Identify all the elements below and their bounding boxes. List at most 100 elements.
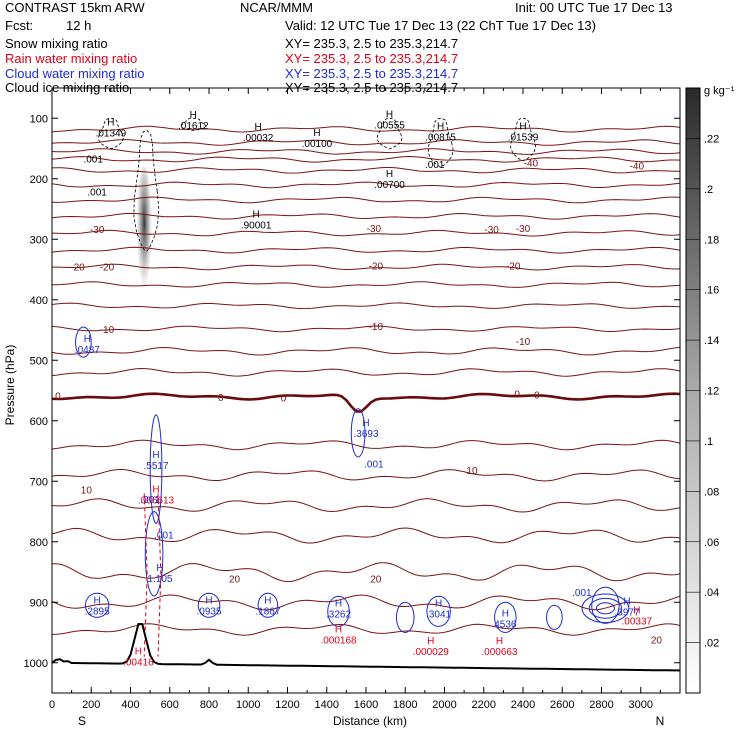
extremum-marker: H — [254, 122, 261, 133]
cloud-water-contour — [350, 408, 366, 458]
terrain — [52, 622, 680, 672]
x-axis: 0 200 400 600 800 1000 1200 1400 1600 1800 2000 220… — [49, 88, 661, 711]
contour-labels: -30 -30 -30 -30 -40 -40 -20 -20 -20 -20 -10 -10 -10 0… — [55, 109, 662, 668]
isotherm — [52, 148, 680, 155]
extremum-marker: H — [427, 636, 434, 647]
extremum-marker: H — [205, 595, 212, 606]
cloud-ice-contour — [180, 117, 207, 131]
colorbar-unit: g kg⁻¹ — [704, 85, 735, 97]
contour-label: .001 — [154, 531, 174, 542]
isotherm — [52, 302, 680, 310]
cloud-ice-contours — [98, 117, 537, 252]
cloud-water-contour — [84, 592, 110, 618]
temperature-contours — [52, 125, 680, 636]
south-label: S — [78, 714, 86, 728]
cloud-water-contour — [75, 326, 92, 358]
extremum-marker: H — [437, 122, 444, 133]
x-tick-label: 200 — [82, 699, 100, 711]
valid-time: Valid: 12 UTC Tue 17 Dec 13 (22 ChT Tue … — [285, 18, 596, 33]
extremum-marker: H — [362, 418, 369, 429]
rain-water-contour — [143, 493, 148, 657]
colorbar-tick-label: .2 — [704, 184, 713, 196]
contour-label: .001 — [425, 160, 445, 171]
forecast-label: Fcst: — [5, 18, 34, 33]
zero-isotherm — [52, 392, 680, 413]
cloud-water-contour — [396, 601, 415, 634]
colorbar-tick-label: .06 — [704, 537, 719, 549]
field-rain-name: Rain water mixing ratio — [5, 51, 138, 66]
isotherm-label: -10 — [369, 322, 384, 333]
extremum-marker: H — [156, 563, 163, 574]
isotherm-label: -10 — [100, 325, 115, 336]
y-tick-label: 200 — [30, 174, 48, 186]
x-tick-label: 400 — [121, 699, 139, 711]
x-tick-label: 2200 — [472, 699, 496, 711]
extremum-value: .3262 — [326, 609, 351, 620]
field-snow-xsec: XY= 235.3, 2.5 to 235.3,214.7 — [285, 36, 459, 51]
y-tick-label: 500 — [30, 355, 48, 367]
init-time: Init: 00 UTC Tue 17 Dec 13 — [515, 0, 673, 15]
y-tick-label: 1000 — [24, 658, 48, 670]
extremum-marker: H — [313, 128, 320, 139]
isotherm-label: 20 — [229, 574, 241, 585]
extremum-value: .0487 — [75, 345, 100, 356]
isotherm-label: -10 — [516, 337, 531, 348]
x-tick-label: 1400 — [315, 699, 339, 711]
colorbar-tick-label: .14 — [704, 335, 719, 347]
extremum-value: .2895 — [85, 606, 110, 617]
colorbar-tick-label: .1 — [704, 436, 713, 448]
isotherm — [52, 346, 680, 356]
field-cloudwater-name: Cloud water mixing ratio — [5, 66, 145, 81]
extremum-value: .00032 — [243, 133, 274, 144]
extremum-marker: H — [264, 595, 271, 606]
cloud-water-contour — [546, 604, 563, 630]
x-tick-label: 2000 — [432, 699, 456, 711]
extremum-value: .90001 — [241, 220, 272, 231]
isotherm-label: 20 — [370, 574, 382, 585]
extremum-marker: H — [386, 109, 393, 120]
colorbar-tick-label: .04 — [704, 587, 719, 599]
cloud-water-ring — [595, 602, 615, 615]
colorbar-tick-label: .02 — [704, 638, 719, 650]
x-tick-label: 1200 — [275, 699, 299, 711]
extremum-marker: H — [107, 117, 114, 128]
contour-label: .001 — [364, 459, 384, 470]
terrain-line — [52, 622, 680, 672]
x-tick-label: 3000 — [629, 699, 653, 711]
north-label: N — [656, 714, 665, 728]
isotherm — [52, 125, 680, 133]
extremum-value: .01612 — [178, 121, 209, 132]
y-axis-title: Pressure (hPa) — [3, 345, 17, 426]
isotherm — [52, 439, 680, 451]
colorbar-tick-label: .08 — [704, 486, 719, 498]
extremum-value: .3041 — [426, 609, 451, 620]
extremum-value: .1867 — [255, 606, 280, 617]
isotherm — [52, 281, 680, 288]
cloud-water-contour — [426, 595, 451, 627]
extremum-value: .00700 — [374, 180, 405, 191]
extremum-value: 1.105 — [147, 574, 172, 585]
rain-water-contour — [157, 493, 162, 657]
isotherm-label: -40 — [630, 162, 645, 173]
isotherm-label: 0 — [218, 393, 224, 404]
colorbar: g kg⁻¹ .02 .04 .06 .08 .1 .12 .14 .16 .18 .2 .22 — [685, 85, 735, 694]
extremum-marker: H — [496, 636, 503, 647]
contour-label: .001 — [83, 154, 103, 165]
extremum-marker: H — [502, 609, 509, 620]
x-tick-label: 2600 — [550, 699, 574, 711]
isotherm-label: -20 — [506, 261, 521, 272]
extremum-marker: H — [152, 450, 159, 461]
colorbar-tick-label: .22 — [704, 133, 719, 145]
y-tick-label: 700 — [30, 476, 48, 488]
cloud-ice-contour — [376, 117, 403, 149]
extremum-marker: H — [335, 598, 342, 609]
isotherm — [52, 527, 680, 544]
extremum-value: .000029 — [413, 647, 450, 658]
isotherm — [52, 594, 680, 611]
extremum-marker: H — [252, 209, 259, 220]
cloud-ice-contour — [510, 117, 537, 161]
isotherm-label: -30 — [516, 224, 531, 235]
extremum-marker: H — [386, 169, 393, 180]
